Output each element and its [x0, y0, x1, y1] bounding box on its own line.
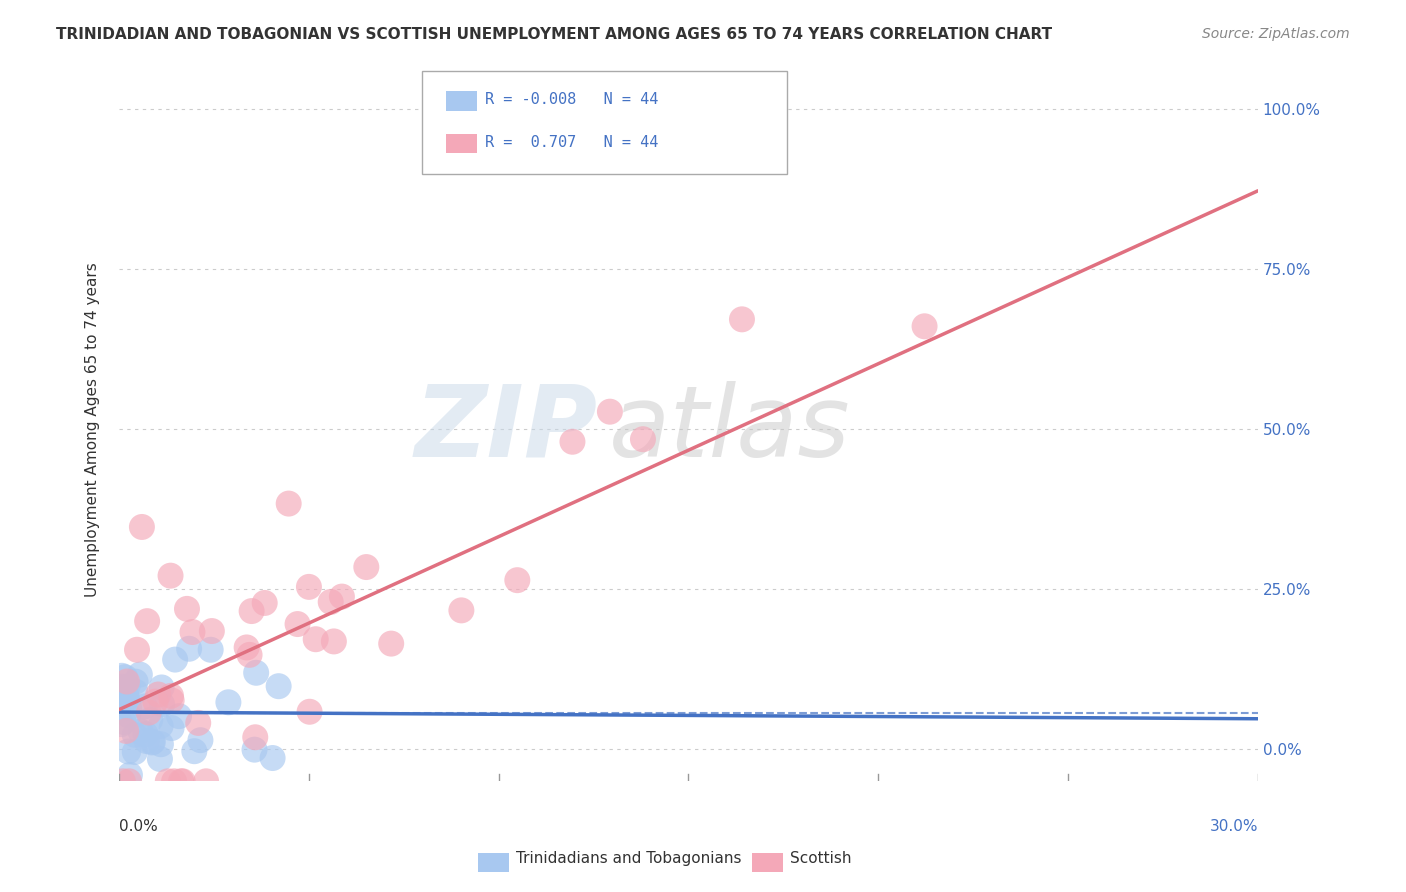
Point	[731, 312, 754, 326]
Point	[163, 774, 186, 789]
Point	[165, 652, 187, 666]
Point	[201, 624, 224, 638]
Point	[330, 590, 353, 604]
Point	[115, 674, 138, 689]
Point	[298, 580, 321, 594]
Point	[599, 405, 621, 419]
Point	[110, 694, 132, 708]
Point	[141, 735, 163, 749]
Point	[118, 701, 141, 715]
Point	[245, 731, 267, 745]
Text: R =  0.707   N = 44: R = 0.707 N = 44	[485, 136, 658, 150]
Point	[170, 774, 193, 789]
Text: 30.0%: 30.0%	[1209, 819, 1258, 834]
Point	[235, 640, 257, 655]
Point	[243, 742, 266, 756]
Point	[267, 679, 290, 693]
Point	[135, 734, 157, 748]
Point	[240, 604, 263, 618]
Point	[139, 713, 162, 727]
Point	[148, 688, 170, 702]
Point	[134, 699, 156, 714]
Point	[253, 596, 276, 610]
Point	[217, 695, 239, 709]
Text: Scottish: Scottish	[790, 851, 852, 865]
Point	[160, 693, 183, 707]
Point	[176, 602, 198, 616]
Point	[160, 721, 183, 735]
Point	[914, 319, 936, 334]
Point	[305, 632, 328, 647]
Point	[190, 733, 212, 747]
Point	[287, 617, 309, 632]
Point	[129, 724, 152, 739]
Point	[134, 727, 156, 741]
Point	[356, 560, 378, 574]
Point	[150, 681, 173, 695]
Point	[200, 642, 222, 657]
Point	[115, 691, 138, 706]
Point	[319, 595, 342, 609]
Text: TRINIDADIAN AND TOBAGONIAN VS SCOTTISH UNEMPLOYMENT AMONG AGES 65 TO 74 YEARS CO: TRINIDADIAN AND TOBAGONIAN VS SCOTTISH U…	[56, 27, 1052, 42]
Y-axis label: Unemployment Among Ages 65 to 74 years: Unemployment Among Ages 65 to 74 years	[86, 262, 100, 597]
Text: Source: ZipAtlas.com: Source: ZipAtlas.com	[1202, 27, 1350, 41]
Point	[167, 709, 190, 723]
Point	[110, 680, 132, 694]
Point	[115, 689, 138, 703]
Point	[138, 706, 160, 720]
Point	[115, 723, 138, 738]
Point	[277, 497, 299, 511]
Point	[124, 674, 146, 689]
Point	[124, 745, 146, 759]
Point	[159, 568, 181, 582]
Point	[172, 774, 194, 789]
Point	[111, 774, 134, 789]
Text: Trinidadians and Tobagonians: Trinidadians and Tobagonians	[516, 851, 741, 865]
Point	[142, 735, 165, 749]
Point	[124, 685, 146, 699]
Point	[195, 774, 218, 789]
Point	[114, 670, 136, 684]
Point	[160, 689, 183, 703]
Text: ZIP: ZIP	[415, 381, 598, 478]
Point	[111, 683, 134, 698]
Point	[150, 698, 173, 712]
Point	[298, 705, 321, 719]
Point	[177, 641, 200, 656]
Point	[145, 695, 167, 709]
Text: atlas: atlas	[609, 381, 851, 478]
Point	[181, 625, 204, 640]
Point	[380, 637, 402, 651]
Point	[117, 744, 139, 758]
Point	[149, 719, 172, 733]
Point	[631, 432, 654, 446]
Point	[117, 680, 139, 694]
Point	[149, 752, 172, 766]
Point	[118, 768, 141, 782]
Point	[111, 669, 134, 683]
Text: 0.0%: 0.0%	[120, 819, 157, 834]
Point	[183, 744, 205, 758]
Point	[128, 667, 150, 681]
Point	[561, 434, 583, 449]
Point	[131, 520, 153, 534]
Point	[322, 634, 344, 648]
Point	[187, 715, 209, 730]
Point	[156, 774, 179, 789]
Point	[450, 603, 472, 617]
Point	[112, 714, 135, 729]
Point	[262, 751, 284, 765]
Point	[149, 737, 172, 751]
Point	[506, 573, 529, 587]
Point	[125, 642, 148, 657]
Point	[118, 774, 141, 789]
Point	[110, 717, 132, 731]
Point	[239, 648, 262, 662]
Point	[245, 665, 267, 680]
Point	[117, 708, 139, 723]
Text: R = -0.008   N = 44: R = -0.008 N = 44	[485, 93, 658, 107]
Point	[124, 728, 146, 742]
Point	[115, 692, 138, 706]
Point	[136, 614, 159, 628]
